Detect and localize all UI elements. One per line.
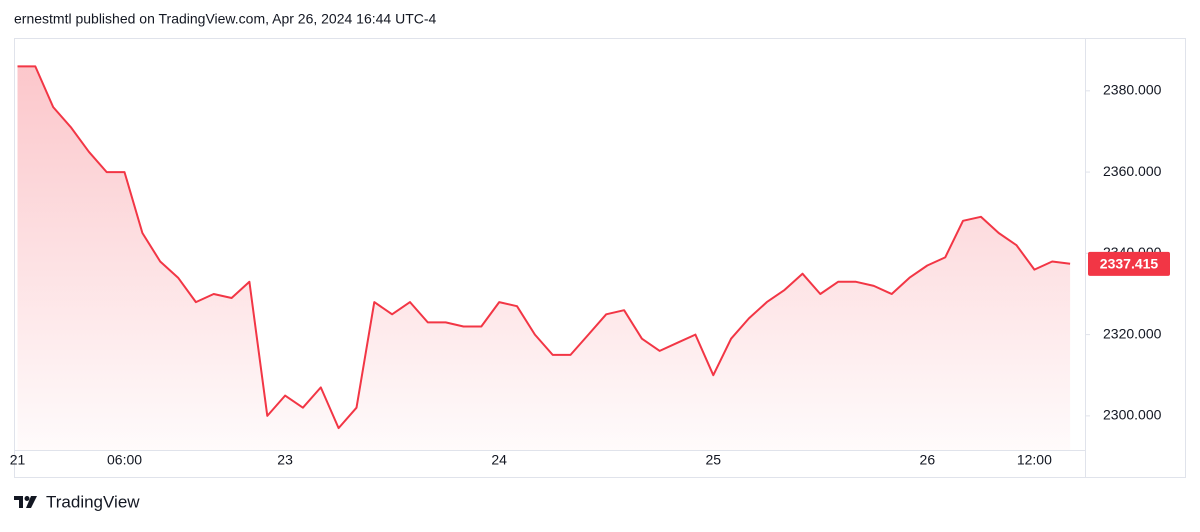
x-tick-label: 23 bbox=[277, 452, 293, 468]
x-tick-label: 25 bbox=[705, 452, 721, 468]
source-label: TradingView bbox=[46, 492, 140, 511]
y-tick-label: 2380.000 bbox=[1103, 82, 1162, 98]
y-tick-label: 2360.000 bbox=[1103, 163, 1162, 179]
x-tick-label: 24 bbox=[491, 452, 507, 468]
area bbox=[17, 66, 1071, 451]
x-tick-label: 26 bbox=[920, 452, 936, 468]
x-tick-label: 12:00 bbox=[1017, 452, 1052, 468]
logo bbox=[14, 496, 37, 508]
price-line bbox=[17, 65, 1071, 430]
chart-title: ernestmtl published on TradingView.com, … bbox=[14, 11, 437, 27]
chart-frame bbox=[14, 38, 1186, 478]
last-price-box bbox=[1088, 251, 1170, 276]
last-price-label: 2337.415 bbox=[1100, 256, 1159, 272]
y-tick-label: 2300.000 bbox=[1103, 407, 1162, 423]
y-tick-label: 2320.000 bbox=[1103, 325, 1162, 341]
x-tick-label: 06:00 bbox=[107, 452, 142, 468]
x-tick-label: 21 bbox=[10, 452, 26, 468]
